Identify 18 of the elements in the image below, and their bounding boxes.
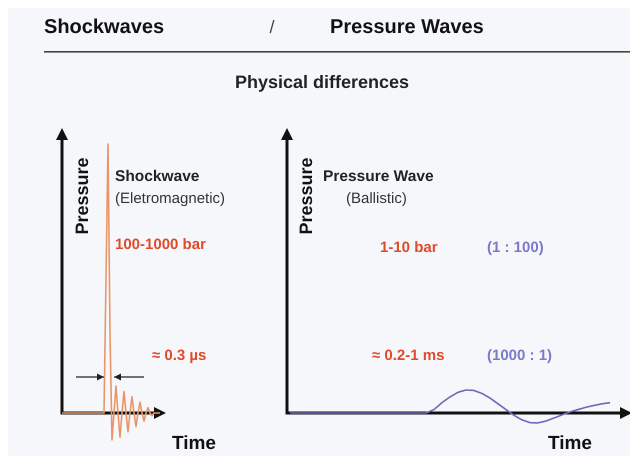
text: (1000 : 1) [487, 347, 552, 364]
text: 1-10 bar [380, 239, 438, 256]
y-axis-title: Pressure [72, 157, 92, 235]
x-axis-title: Time [548, 433, 592, 454]
text: ≈ 0.2-1 ms [372, 347, 444, 364]
text: Pressure Wave [323, 168, 434, 185]
x-axis-title: Time [172, 433, 216, 454]
annotation: (Eletromagnetic) [115, 190, 226, 207]
series-label: Shockwave [115, 168, 200, 185]
text: / [269, 17, 275, 37]
y-axis-title: Pressure [296, 157, 316, 235]
annotation: ≈ 0.3 µs [152, 347, 206, 364]
chart-subtitle: Physical differences [234, 72, 410, 92]
chart-title: Shockwaves [44, 16, 164, 38]
text: (Ballistic) [346, 190, 407, 207]
annotation: 100-1000 bar [115, 236, 206, 253]
text: (1 : 100) [487, 239, 544, 256]
chart-title: Pressure Waves [330, 16, 484, 38]
